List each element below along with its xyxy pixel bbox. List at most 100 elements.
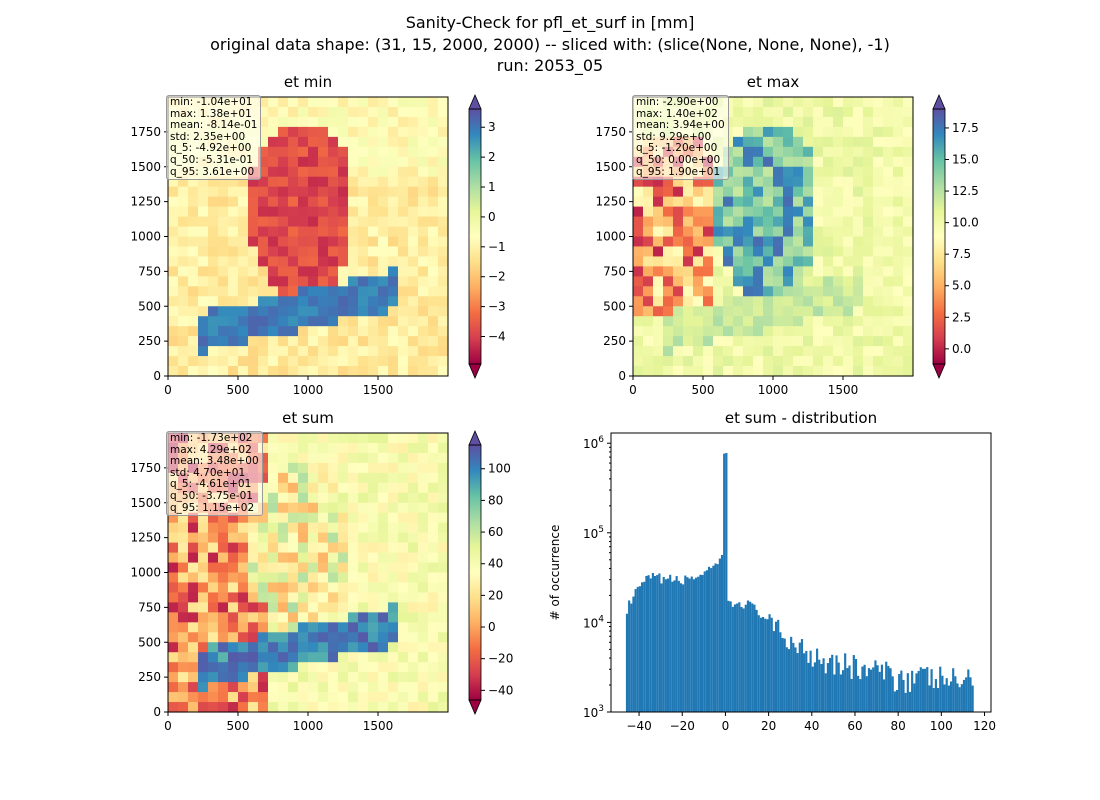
heatmap-cell xyxy=(763,306,774,317)
heatmap-cell xyxy=(288,126,299,138)
heatmap-cell xyxy=(338,126,349,138)
heatmap-cell xyxy=(883,176,894,188)
heatmap-cell xyxy=(398,336,409,347)
heatmap-cell xyxy=(178,206,189,218)
heatmap-cell xyxy=(178,296,189,307)
stat-line: max: 1.38e+01 xyxy=(170,107,252,120)
heatmap-cell xyxy=(188,306,199,317)
heatmap-cell xyxy=(883,366,894,377)
heatmap-cell xyxy=(318,146,329,158)
heatmap-cell xyxy=(238,356,249,367)
heatmap-cell xyxy=(208,642,219,653)
heatmap-cell xyxy=(438,306,449,317)
heatmap-cell xyxy=(833,366,844,377)
heatmap-cell xyxy=(328,296,339,307)
heatmap-cell xyxy=(348,682,359,693)
heatmap-cell xyxy=(378,136,389,148)
heatmap-cell xyxy=(188,176,199,188)
heatmap-cell xyxy=(338,602,349,613)
heatmap-cell xyxy=(398,156,409,168)
heatmap-cell xyxy=(633,236,644,248)
heatmap-cell xyxy=(843,166,854,178)
heatmap-cell xyxy=(178,356,189,367)
heatmap-cell xyxy=(178,512,189,524)
heatmap-cell xyxy=(823,156,834,168)
heatmap-cell xyxy=(168,662,179,673)
heatmap-cell xyxy=(893,166,904,178)
heatmap-cell xyxy=(813,336,824,347)
heatmap-cell xyxy=(713,276,724,287)
heatmap-cell xyxy=(773,366,784,377)
heatmap-cell xyxy=(853,97,864,108)
heatmap-cell xyxy=(743,296,754,307)
heatmap-cell xyxy=(813,346,824,357)
heatmap-cell xyxy=(298,146,309,158)
heatmap-cell xyxy=(733,246,744,258)
heatmap-cell xyxy=(438,433,449,444)
y-tick-label: 250 xyxy=(138,334,161,348)
heatmap-cell xyxy=(268,482,279,494)
heatmap-cell xyxy=(238,682,249,693)
heatmap-cell xyxy=(783,246,794,258)
heatmap-cell xyxy=(358,582,369,594)
heatmap-cell xyxy=(803,326,814,337)
heatmap-cell xyxy=(428,522,439,534)
heatmap-cell xyxy=(258,512,269,524)
heatmap-cell xyxy=(348,472,359,484)
heatmap-cell xyxy=(198,662,209,673)
heatmap-cell xyxy=(288,246,299,258)
heatmap-cell xyxy=(298,216,309,228)
heatmap-cell xyxy=(893,106,904,118)
heatmap-cell xyxy=(418,642,429,653)
heatmap-cell xyxy=(228,366,239,377)
heatmap-cell xyxy=(813,256,824,267)
heatmap-cell xyxy=(438,326,449,337)
heatmap-cell xyxy=(763,116,774,128)
heatmap-cell xyxy=(683,266,694,277)
heatmap-cell xyxy=(188,552,199,564)
heatmap-cell xyxy=(178,692,189,703)
heatmap-cell xyxy=(368,552,379,564)
heatmap-cell xyxy=(298,286,309,297)
heatmap-cell xyxy=(713,206,724,218)
heatmap-cell xyxy=(318,236,329,248)
heatmap-cell xyxy=(238,672,249,683)
heatmap-cell xyxy=(258,116,269,128)
heatmap-cell xyxy=(693,226,704,238)
y-tick-label: 0 xyxy=(153,369,161,383)
heatmap-cell xyxy=(288,582,299,594)
heatmap-cell xyxy=(168,702,179,713)
heatmap-cell xyxy=(198,306,209,317)
heatmap-cell xyxy=(793,336,804,347)
heatmap-cell xyxy=(178,652,189,663)
histogram-bar xyxy=(852,655,855,712)
heatmap-cell xyxy=(368,276,379,287)
heatmap-cell xyxy=(248,602,259,613)
heatmap-cell xyxy=(338,482,349,494)
heatmap-cell xyxy=(328,326,339,337)
heatmap-cell xyxy=(428,166,439,178)
heatmap-cell xyxy=(743,97,754,108)
heatmap-cell xyxy=(168,692,179,703)
heatmap-cell xyxy=(178,176,189,188)
heatmap-cell xyxy=(298,572,309,584)
heatmap-cell xyxy=(703,326,714,337)
heatmap-cell xyxy=(653,276,664,287)
heatmap-cell xyxy=(743,136,754,148)
heatmap-cell xyxy=(813,116,824,128)
heatmap-cell xyxy=(348,572,359,584)
heatmap-cell xyxy=(308,236,319,248)
heatmap-cell xyxy=(288,472,299,484)
heatmap-cell xyxy=(248,186,259,198)
heatmap-cell xyxy=(288,562,299,574)
heatmap-cell xyxy=(428,662,439,673)
heatmap-cell xyxy=(723,186,734,198)
heatmap-cell xyxy=(643,286,654,297)
heatmap-cell xyxy=(873,97,884,108)
histogram-bar xyxy=(848,665,851,712)
heatmap-cell xyxy=(883,336,894,347)
heatmap-cell xyxy=(853,336,864,347)
heatmap-cell xyxy=(693,216,704,228)
heatmap-cell xyxy=(228,622,239,633)
heatmap-cell xyxy=(178,602,189,613)
